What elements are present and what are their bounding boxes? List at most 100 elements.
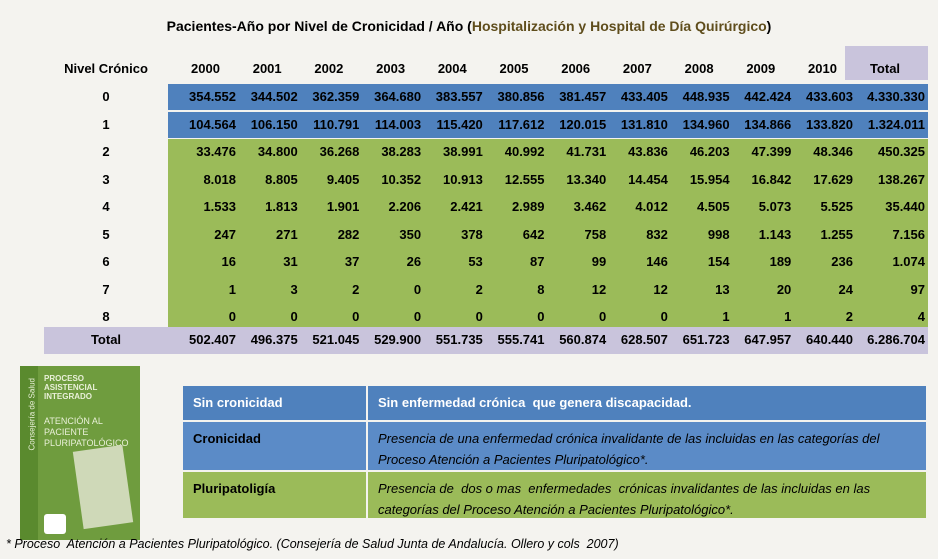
table-cell: 87 (530, 254, 545, 269)
table-cell: 354.552 (189, 89, 236, 104)
table-cell: 551.735 (435, 332, 483, 347)
table-cell: 38.283 (381, 144, 422, 159)
table-cell: 555.741 (497, 332, 545, 347)
table-cell: 0 (475, 309, 483, 324)
cover-image: Consejería de Salud PROCESO ASISTENCIAL … (20, 366, 140, 540)
table-cell: 120.015 (559, 116, 607, 132)
table-cell: 36.268 (319, 144, 360, 159)
table-cell: 271 (275, 226, 298, 242)
table-cell: 380.856 (497, 89, 545, 104)
table-cell: 110.791 (313, 116, 360, 132)
table-cell: 134.960 (682, 116, 730, 132)
table-cell: 1.143 (758, 226, 792, 242)
table-cell: 104.564 (189, 116, 236, 132)
table-cell: 6.286.704 (867, 332, 925, 347)
table-cell: 9.405 (326, 171, 360, 187)
column-header: Nivel Crónico (64, 61, 148, 76)
table-cell: 31 (283, 254, 298, 269)
table-cell: 529.900 (374, 332, 422, 347)
table-cell: 1 (784, 309, 792, 324)
table-cell: 0 (290, 309, 298, 324)
table-cell: 1 (228, 281, 236, 297)
row-label: 1 (102, 116, 110, 132)
table-cell: 40.992 (504, 144, 545, 159)
table-cell: 362.359 (312, 89, 360, 104)
row-bg (168, 166, 928, 194)
table-cell: 433.405 (620, 89, 668, 104)
column-header: 2001 (252, 61, 282, 76)
table-cell: 521.045 (312, 332, 360, 347)
row-label: Total (90, 332, 122, 347)
table-cell: 134.866 (744, 116, 792, 132)
row-label: 7 (102, 281, 110, 297)
table-cell: 8.805 (265, 171, 298, 187)
table-cell: 350 (399, 226, 422, 242)
table-cell: 433.603 (806, 89, 853, 104)
row-bg (168, 111, 928, 138)
table-cell: 640.440 (806, 332, 853, 347)
table-cell: 10.913 (443, 171, 483, 187)
table-cell: 12 (591, 281, 607, 297)
table-cell: 344.502 (250, 89, 298, 104)
legend-term: Cronicidad (183, 422, 366, 470)
column-header: Total (869, 61, 901, 76)
cover-booklet (72, 444, 134, 530)
legend-definition: Presencia de una enfermedad crónica inva… (368, 422, 926, 470)
row-label: 4 (102, 199, 110, 214)
table-cell: 2.421 (450, 199, 483, 214)
table-cell: 97 (910, 281, 925, 297)
table-cell: 628.507 (620, 332, 668, 347)
table-cell: 12.555 (504, 171, 545, 187)
table-cell: 16.842 (751, 171, 792, 187)
table-cell: 3.462 (573, 199, 607, 214)
table-cell: 46.203 (689, 144, 730, 159)
table-cell: 247 (214, 226, 236, 242)
table-cell: 13 (715, 281, 730, 297)
total-row-bg (44, 327, 928, 354)
table-cell: 114.003 (374, 116, 422, 132)
table-cell: 236 (831, 254, 853, 269)
table-cell: 3 (290, 281, 298, 297)
table-cell: 378 (461, 226, 483, 242)
table-cell: 53 (468, 254, 483, 269)
table-cell: 0 (413, 309, 422, 324)
table-cell: 2.989 (511, 199, 545, 214)
table-cell: 41.731 (566, 144, 607, 159)
table-cell: 12 (653, 281, 668, 297)
table-cell: 14.454 (628, 171, 668, 187)
cover-series: PROCESO ASISTENCIAL INTEGRADO (44, 374, 98, 401)
table-cell: 1.901 (326, 199, 360, 214)
table-cell: 4.330.330 (867, 89, 925, 104)
table-cell: 0 (537, 309, 545, 324)
column-header: 2004 (437, 61, 467, 76)
table-cell: 450.325 (878, 144, 925, 159)
row-bg (168, 194, 928, 222)
table-cell: 4.505 (697, 199, 730, 214)
table-cell: 138.267 (878, 171, 925, 187)
table-cell: 0 (598, 309, 607, 324)
row-bg (168, 304, 928, 332)
column-header: 2002 (314, 61, 344, 76)
row-label: 8 (102, 309, 110, 324)
table-cell: 16 (221, 254, 236, 269)
table-cell: 106.150 (250, 116, 298, 132)
table-cell: 647.957 (744, 332, 792, 347)
table-cell: 133.820 (806, 116, 853, 132)
table-cell: 4.012 (635, 199, 668, 214)
table-cell: 154 (707, 254, 730, 269)
cover-title: ATENCIÓN AL PACIENTE PLURIPATOLÓGICO (44, 416, 129, 448)
table-cell: 0 (228, 309, 236, 324)
column-header: 2000 (191, 61, 220, 76)
row-label: 0 (102, 89, 110, 104)
title: Pacientes-Año por Nivel de Cronicidad / … (0, 18, 938, 34)
table-cell: 35.440 (885, 199, 925, 214)
row-bg (168, 139, 928, 167)
table-cell: 4 (917, 309, 925, 324)
table-cell: 282 (337, 226, 360, 242)
table-cell: 48.346 (813, 144, 853, 159)
table-cell: 26 (406, 254, 422, 269)
table-cell: 381.457 (559, 89, 607, 104)
table-cell: 758 (584, 226, 607, 242)
table-cell: 0 (352, 309, 360, 324)
table-cell: 1.074 (892, 254, 925, 269)
